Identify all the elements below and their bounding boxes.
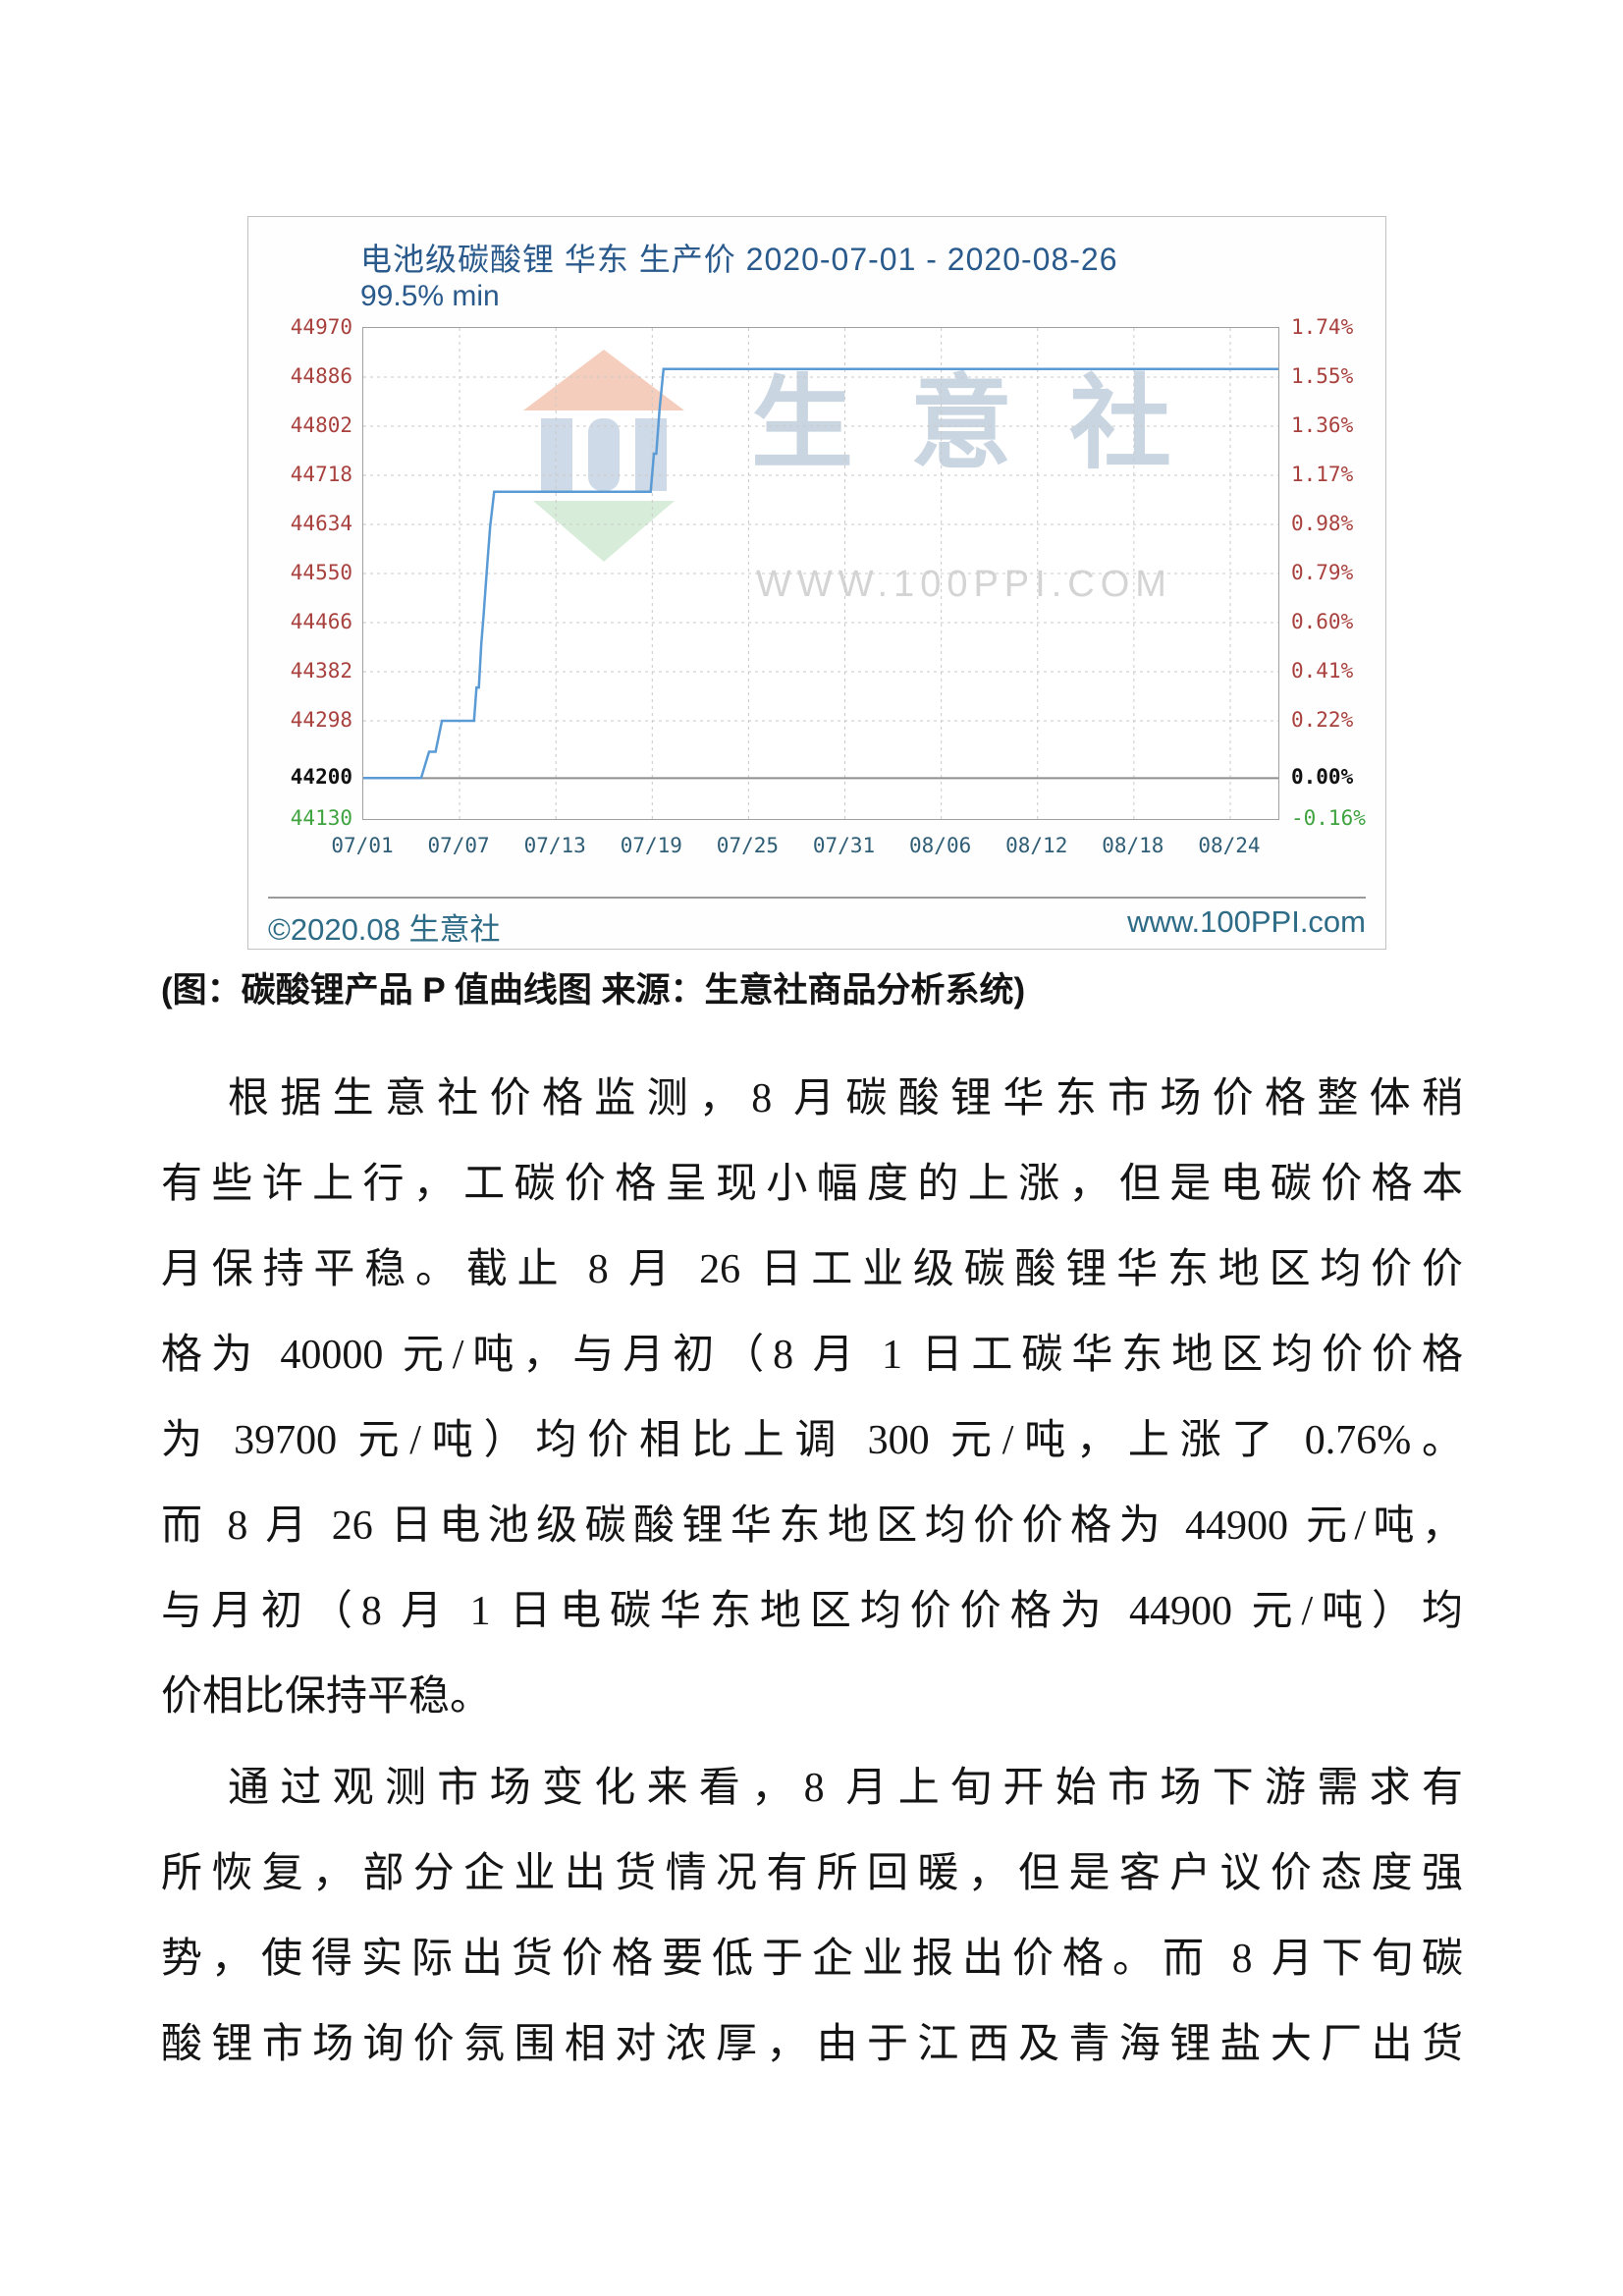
x-axis-date-label: 07/31 bbox=[812, 834, 876, 857]
price-line-chart-svg bbox=[363, 328, 1278, 819]
logo-pillars bbox=[520, 418, 687, 491]
y-axis-price-label: 44634 bbox=[290, 512, 352, 535]
y-axis-price-label: 44200 bbox=[290, 765, 352, 790]
chart-site-url: www.100PPI.com bbox=[1127, 904, 1366, 939]
y-axis-percent-label: 0.41% bbox=[1291, 659, 1354, 683]
figure-caption: (图：碳酸锂产品 P 值曲线图 来源：生意社商品分析系统) bbox=[161, 971, 1026, 1010]
y-axis-percent-label: 0.60% bbox=[1291, 610, 1354, 633]
price-chart-figure: 电池级碳酸锂 华东 生产价 2020-07-01 - 2020-08-26 99… bbox=[247, 216, 1386, 950]
text-line: 月保持平稳。截止 8 月 26 日工业级碳酸锂华东地区均价价 bbox=[161, 1247, 1463, 1292]
x-axis-date-label: 07/13 bbox=[523, 834, 586, 857]
y-axis-percent-label: 1.36% bbox=[1291, 413, 1354, 437]
x-axis-date-label: 08/24 bbox=[1198, 834, 1261, 857]
100ppi-logo-icon bbox=[520, 350, 687, 595]
price-line-series bbox=[363, 367, 1278, 780]
text-line: 而 8 月 26 日电池级碳酸锂华东地区均价价格为 44900 元/吨， bbox=[161, 1503, 1463, 1549]
y-axis-price-label: 44550 bbox=[290, 561, 352, 584]
text-line: 有些许上行，工碳价格呈现小幅度的上涨，但是电碳价格本 bbox=[161, 1162, 1463, 1207]
chart-copyright: ©2020.08 生意社 bbox=[268, 912, 501, 947]
y-axis-price-label: 44466 bbox=[290, 610, 352, 633]
x-axis-date-label: 07/01 bbox=[331, 834, 394, 857]
x-axis-date-label: 08/12 bbox=[1005, 834, 1068, 857]
chart-title: 电池级碳酸锂 华东 生产价 2020-07-01 - 2020-08-26 bbox=[360, 242, 1118, 277]
x-axis-date-label: 07/19 bbox=[620, 834, 682, 857]
logo-roof-triangle bbox=[523, 350, 684, 410]
text-line: 根据生意社价格监测，8 月碳酸锂华东市场价格整体稍 bbox=[228, 1076, 1463, 1121]
chart-subtitle: 99.5% min bbox=[360, 280, 500, 312]
y-axis-price-label: 44382 bbox=[290, 659, 352, 683]
y-axis-price-label: 44130 bbox=[290, 806, 352, 830]
logo-base-triangle bbox=[533, 501, 675, 562]
paragraph: 根据生意社价格监测，8 月碳酸锂华东市场价格整体稍有些许上行，工碳价格呈现小幅度… bbox=[161, 1057, 1463, 1740]
y-axis-percent-label: 0.79% bbox=[1291, 561, 1354, 584]
x-axis-date-label: 08/18 bbox=[1102, 834, 1164, 857]
text-line: 所恢复，部分企业出货情况有所回暖，但是客户议价态度强 bbox=[161, 1851, 1463, 1896]
y-axis-percent-label: -0.16% bbox=[1291, 806, 1366, 830]
text-line: 酸锂市场询价氛围相对浓厚，由于江西及青海锂盐大厂出货 bbox=[161, 2022, 1463, 2067]
text-line: 为 39700 元/吨）均价相比上调 300 元/吨，上涨了 0.76%。 bbox=[161, 1418, 1463, 1463]
y-axis-percent-label: 1.17% bbox=[1291, 463, 1354, 486]
watermark: 生意社 WWW.100PPI.COM bbox=[363, 328, 1278, 819]
y-axis-percent-label: 1.55% bbox=[1291, 364, 1354, 388]
article-body: 根据生意社价格监测，8 月碳酸锂华东市场价格整体稍有些许上行，工碳价格呈现小幅度… bbox=[161, 1057, 1463, 2088]
x-axis-date-label: 07/25 bbox=[716, 834, 780, 857]
x-axis-date-label: 07/07 bbox=[427, 834, 490, 857]
text-line: 势，使得实际出货价格要低于企业报出价格。而 8 月下旬碳 bbox=[161, 1937, 1463, 1982]
watermark-brand-text: 生意社 bbox=[751, 367, 1229, 481]
watermark-url-text: WWW.100PPI.COM bbox=[756, 564, 1172, 605]
y-axis-percent-label: 0.00% bbox=[1291, 765, 1354, 790]
y-axis-percent-label: 1.74% bbox=[1291, 315, 1354, 339]
x-axis-date-label: 08/06 bbox=[909, 834, 972, 857]
chart-footer-divider bbox=[268, 897, 1366, 899]
text-line: 格为 40000 元/吨，与月初（8 月 1 日工碳华东地区均价价格 bbox=[161, 1333, 1463, 1378]
y-axis-price-label: 44298 bbox=[290, 708, 352, 732]
y-axis-price-label: 44718 bbox=[290, 463, 352, 486]
text-line: 与月初（8 月 1 日电碳华东地区均价价格为 44900 元/吨）均 bbox=[161, 1589, 1463, 1634]
y-axis-price-label: 44802 bbox=[290, 413, 352, 437]
y-axis-price-label: 44886 bbox=[290, 364, 352, 388]
y-axis-price-label: 44970 bbox=[290, 315, 352, 339]
y-axis-percent-label: 0.22% bbox=[1291, 708, 1354, 732]
y-axis-percent-label: 0.98% bbox=[1291, 512, 1354, 535]
plot-area: 生意社 WWW.100PPI.COM bbox=[362, 327, 1279, 820]
text-line: 通过观测市场变化来看，8 月上旬开始市场下游需求有 bbox=[228, 1766, 1463, 1811]
paragraph: 通过观测市场变化来看，8 月上旬开始市场下游需求有所恢复，部分企业出货情况有所回… bbox=[161, 1746, 1463, 2088]
text-line: 价相比保持平稳。 bbox=[161, 1674, 492, 1720]
